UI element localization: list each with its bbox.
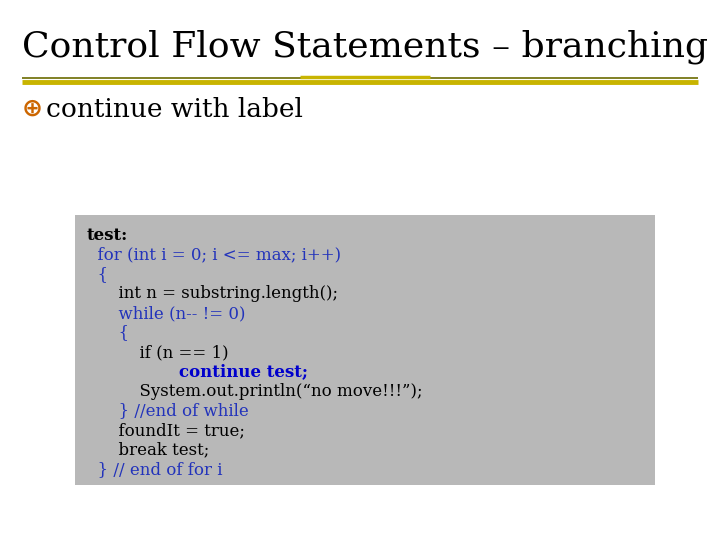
Text: {: {	[87, 325, 129, 341]
Text: foundIt = true;: foundIt = true;	[87, 422, 245, 439]
Text: if (n == 1): if (n == 1)	[87, 344, 229, 361]
Text: test:: test:	[87, 227, 128, 244]
Text: {: {	[87, 266, 108, 283]
Text: int n = substring.length();: int n = substring.length();	[87, 286, 338, 302]
Text: ⊕: ⊕	[22, 97, 43, 121]
Text: continue with label: continue with label	[46, 97, 303, 122]
Text: } // end of for i: } // end of for i	[87, 461, 222, 478]
Text: continue test;: continue test;	[87, 363, 308, 381]
Text: Control Flow Statements – branching: Control Flow Statements – branching	[22, 30, 708, 64]
Text: System.out.println(“no move!!!”);: System.out.println(“no move!!!”);	[87, 383, 423, 400]
Text: break test;: break test;	[87, 442, 210, 458]
Text: while (n-- != 0): while (n-- != 0)	[87, 305, 246, 322]
Text: for (int i = 0; i <= max; i++): for (int i = 0; i <= max; i++)	[87, 246, 341, 264]
FancyBboxPatch shape	[75, 215, 655, 485]
Text: } //end of while: } //end of while	[87, 402, 248, 420]
